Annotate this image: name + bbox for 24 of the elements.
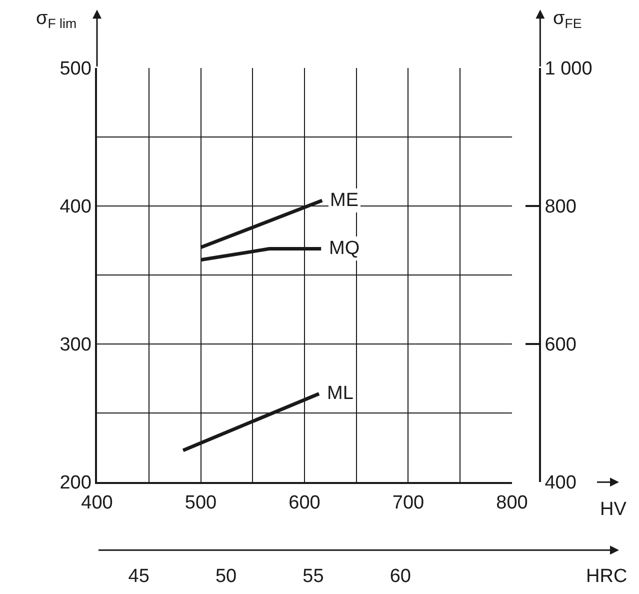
- x-tick-label: 700: [392, 492, 424, 514]
- y-tick-label: 500: [60, 58, 92, 80]
- y2-tick-label: 600: [544, 334, 576, 356]
- y-axis-title: σ$_{F lim}$: [36, 8, 77, 31]
- y-tick-label: 200: [60, 472, 92, 494]
- x2-axis-title: HRC: [586, 566, 628, 587]
- x2-tick-label: 55: [302, 566, 324, 588]
- y2-tick-label: 1 000: [544, 58, 592, 80]
- x2-tick-label: 50: [215, 566, 237, 588]
- y2-tick-label: 400: [544, 472, 576, 494]
- series-label: ME: [330, 190, 358, 211]
- series-label: MQ: [329, 238, 360, 259]
- x2-tick-label: 45: [128, 566, 150, 588]
- series-label: ML: [327, 383, 354, 404]
- x-tick-label: 800: [496, 492, 528, 514]
- x-tick-label: 500: [184, 492, 217, 514]
- x-tick-label: 400: [81, 492, 113, 514]
- y2-tick-label: 800: [544, 196, 576, 218]
- y-tick-label: 400: [60, 196, 92, 218]
- x-axis-title: HV: [600, 499, 627, 520]
- x-tick-label: 600: [288, 492, 320, 514]
- x2-tick-label: 60: [390, 566, 411, 588]
- y-tick-label: 300: [60, 334, 92, 356]
- y2-axis-title: σ$_{FE}$: [553, 8, 582, 31]
